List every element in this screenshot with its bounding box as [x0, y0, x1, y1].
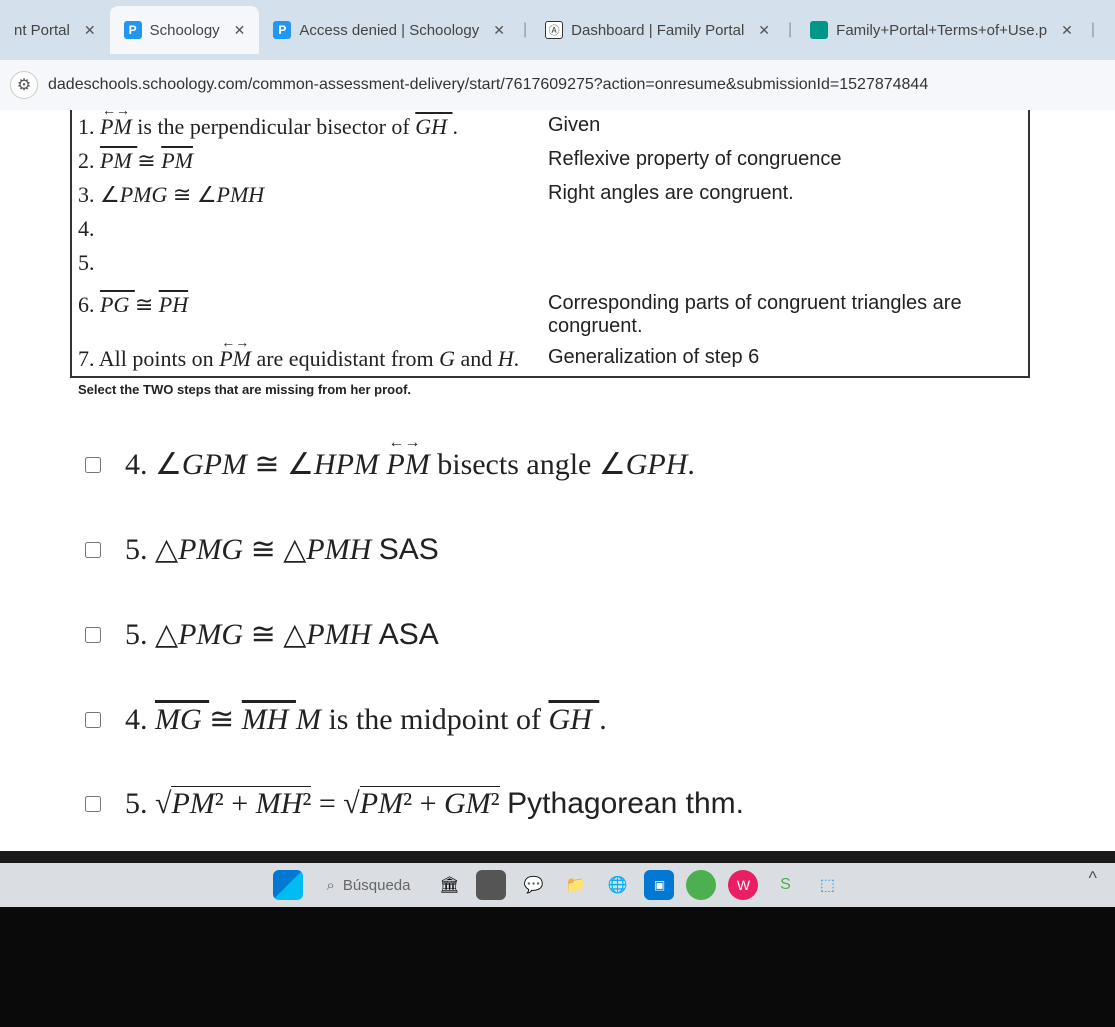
tab-title: Family+Portal+Terms+of+Use.p: [836, 22, 1047, 39]
tab-title: Access denied | Schoology: [299, 22, 479, 39]
option-text: 4. ∠GPM ≅ ∠HPM ←→PM bisects angle ∠GPH.: [125, 447, 695, 482]
option-row: 5. √PM² + MH² = √PM² + GM² Pythagorean t…: [85, 787, 1045, 821]
option-checkbox[interactable]: [85, 796, 101, 812]
tab-title: nt Portal: [14, 22, 70, 39]
proof-table: 1. ←→PM is the perpendicular bisector of…: [70, 110, 1030, 378]
proof-row: 4.: [72, 212, 1028, 246]
close-icon[interactable]: ✕: [1061, 22, 1073, 39]
proof-reason: Right angles are congruent.: [548, 182, 1022, 208]
close-icon[interactable]: ✕: [234, 22, 246, 39]
favicon-icon: P: [124, 21, 142, 39]
proof-reason: [548, 250, 1022, 276]
taskbar-app-icon[interactable]: 🏛: [434, 870, 464, 900]
proof-step: 2. PM ≅ PM: [78, 148, 548, 174]
proof-row: 6. PG ≅ PH Corresponding parts of congru…: [72, 280, 1028, 342]
proof-step: 1. ←→PM is the perpendicular bisector of…: [78, 114, 548, 140]
page-content: 1. ←→PM is the perpendicular bisector of…: [0, 110, 1115, 851]
taskbar-edge-icon[interactable]: 🌐: [602, 870, 632, 900]
proof-step: 6. PG ≅ PH: [78, 292, 548, 338]
chevron-up-icon[interactable]: ^: [1089, 868, 1097, 889]
proof-row: 7. All points on ←→PM are equidistant fr…: [72, 342, 1028, 376]
browser-chrome: nt Portal ✕ P Schoology ✕ P Access denie…: [0, 0, 1115, 110]
proof-row: 3. ∠PMG ≅ ∠PMH Right angles are congruen…: [72, 178, 1028, 212]
tab-strip: nt Portal ✕ P Schoology ✕ P Access denie…: [0, 0, 1115, 60]
tab-schoology[interactable]: P Schoology ✕: [110, 6, 260, 54]
close-icon[interactable]: ✕: [493, 22, 505, 39]
proof-step: 4.: [78, 216, 548, 242]
search-icon: ⌕: [327, 877, 335, 894]
site-settings-icon[interactable]: ⚙: [10, 71, 38, 99]
tab-title: Schoology: [150, 22, 220, 39]
proof-step: 7. All points on ←→PM are equidistant fr…: [78, 346, 548, 372]
taskbar-app-icon[interactable]: [476, 870, 506, 900]
option-text: 5. △PMG ≅ △PMH SAS: [125, 532, 439, 567]
option-checkbox[interactable]: [85, 457, 101, 473]
search-placeholder: Búsqueda: [343, 877, 411, 894]
proof-reason: Given: [548, 114, 1022, 140]
proof-reason: [548, 216, 1022, 242]
close-icon[interactable]: ✕: [84, 22, 96, 39]
option-row: 5. △PMG ≅ △PMH ASA: [85, 617, 1045, 652]
favicon-icon: Ⓐ: [545, 21, 563, 39]
address-bar: ⚙ dadeschools.schoology.com/common-asses…: [0, 60, 1115, 110]
proof-row: 5.: [72, 246, 1028, 280]
start-icon[interactable]: [273, 870, 303, 900]
taskbar: ⌕ Búsqueda 🏛 💬 📁 🌐 ▣ W S ⬚: [0, 863, 1115, 907]
tab-separator: |: [784, 21, 796, 39]
option-row: 4. MG ≅ MH M is the midpoint of GH .: [85, 702, 1045, 737]
option-text: 4. MG ≅ MH M is the midpoint of GH .: [125, 702, 607, 737]
option-row: 4. ∠GPM ≅ ∠HPM ←→PM bisects angle ∠GPH.: [85, 447, 1045, 482]
taskbar-app-icon[interactable]: W: [728, 870, 758, 900]
proof-step: 3. ∠PMG ≅ ∠PMH: [78, 182, 548, 208]
option-checkbox[interactable]: [85, 627, 101, 643]
taskbar-store-icon[interactable]: ▣: [644, 870, 674, 900]
tab-separator: |: [1087, 21, 1099, 39]
proof-row: 2. PM ≅ PM Reflexive property of congrue…: [72, 144, 1028, 178]
tab-title: Dashboard | Family Portal: [571, 22, 744, 39]
proof-reason: Reflexive property of congruence: [548, 148, 1022, 174]
close-icon[interactable]: ✕: [758, 22, 770, 39]
taskbar-folder-icon[interactable]: 📁: [560, 870, 590, 900]
option-row: 5. △PMG ≅ △PMH SAS: [85, 532, 1045, 567]
proof-row: 1. ←→PM is the perpendicular bisector of…: [72, 110, 1028, 144]
below-screen: [0, 907, 1115, 1027]
tab-access-denied[interactable]: P Access denied | Schoology ✕: [259, 6, 519, 54]
option-checkbox[interactable]: [85, 542, 101, 558]
taskbar-search[interactable]: ⌕ Búsqueda: [315, 873, 423, 898]
favicon-icon: [810, 21, 828, 39]
proof-step: 5.: [78, 250, 548, 276]
option-checkbox[interactable]: [85, 712, 101, 728]
taskbar-app-icon[interactable]: ⬚: [812, 870, 842, 900]
taskbar-app-icon[interactable]: S: [770, 870, 800, 900]
proof-reason: Corresponding parts of congruent triangl…: [548, 292, 1022, 338]
taskbar-chat-icon[interactable]: 💬: [518, 870, 548, 900]
answer-options: 4. ∠GPM ≅ ∠HPM ←→PM bisects angle ∠GPH. …: [85, 447, 1045, 821]
proof-reason: Generalization of step 6: [548, 346, 1022, 372]
taskbar-app-icon[interactable]: [686, 870, 716, 900]
instruction-text: Select the TWO steps that are missing fr…: [78, 382, 1045, 397]
option-text: 5. √PM² + MH² = √PM² + GM² Pythagorean t…: [125, 787, 744, 821]
tab-separator: |: [519, 21, 531, 39]
favicon-icon: P: [273, 21, 291, 39]
url-text[interactable]: dadeschools.schoology.com/common-assessm…: [48, 76, 928, 94]
tab-family-portal[interactable]: Family+Portal+Terms+of+Use.p ✕: [796, 6, 1087, 54]
option-text: 5. △PMG ≅ △PMH ASA: [125, 617, 439, 652]
tab-portal[interactable]: nt Portal ✕: [0, 6, 110, 54]
tab-dashboard[interactable]: Ⓐ Dashboard | Family Portal ✕: [531, 6, 784, 54]
